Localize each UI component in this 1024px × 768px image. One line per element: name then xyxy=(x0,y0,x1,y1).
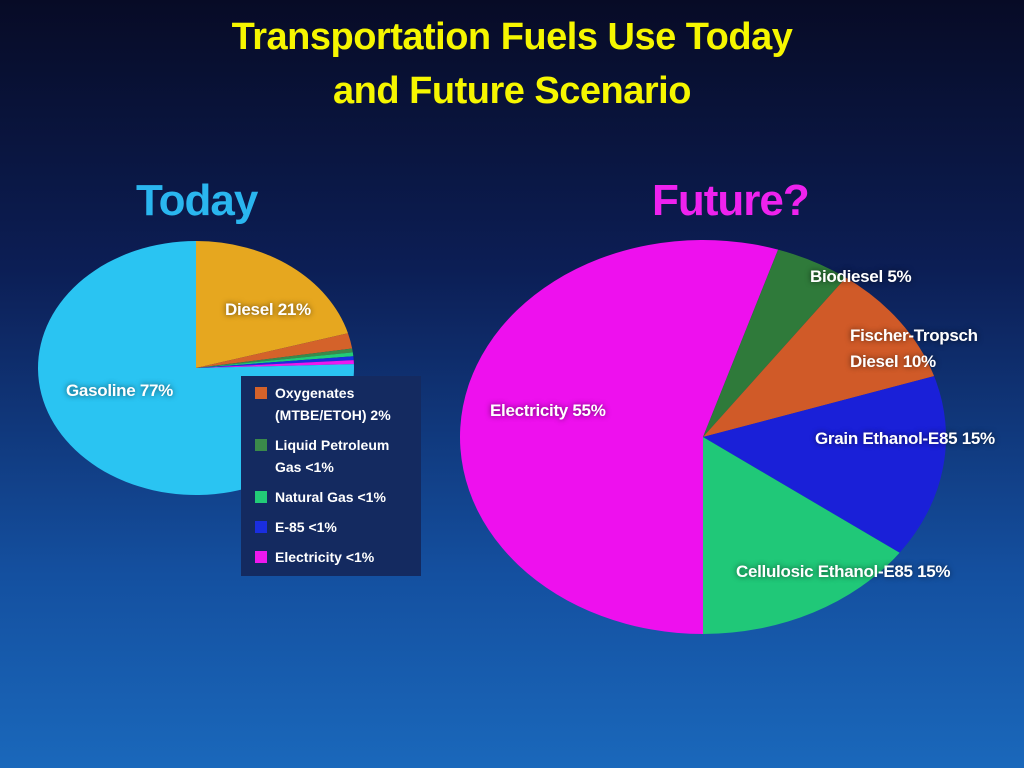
pie-slice xyxy=(196,360,354,368)
legend-swatch xyxy=(255,521,267,533)
legend-entry: E-85 <1% xyxy=(241,516,415,538)
pie-slice xyxy=(196,356,354,368)
legend-entry: Electricity <1% xyxy=(241,546,415,568)
pie-slice xyxy=(703,249,846,437)
slice-label: Biodiesel 5% xyxy=(810,264,990,290)
slice-category: Grain Ethanol-E85 xyxy=(815,429,958,448)
slice-value: 21% xyxy=(277,300,311,319)
pie-slice xyxy=(196,333,353,368)
slice-label: Electricity 55% xyxy=(490,398,690,424)
pie-slice xyxy=(196,352,354,368)
slice-category: Biodiesel xyxy=(810,267,883,286)
pie-slice xyxy=(460,240,779,634)
slice-label: Grain Ethanol-E85 15% xyxy=(815,426,1005,452)
chart-title: Today xyxy=(136,176,258,225)
slice-category: Fischer-Tropsch Diesel xyxy=(850,326,978,371)
legend-swatch xyxy=(255,491,267,503)
legend-value: <1% xyxy=(308,519,337,535)
legend-value: <1% xyxy=(345,549,375,565)
slice-value: 10% xyxy=(902,352,936,371)
slice-category: Diesel xyxy=(225,300,274,319)
legend-category: Liquid Petroleum Gas xyxy=(275,437,390,475)
slice-label: Gasoline 77% xyxy=(66,378,206,404)
legend-category: Natural Gas xyxy=(275,489,354,505)
slice-category: Electricity xyxy=(490,401,568,420)
slice-category: Gasoline xyxy=(66,381,136,400)
slice-value: 5% xyxy=(887,267,912,286)
legend-swatch xyxy=(255,439,267,451)
legend-swatch xyxy=(255,387,267,399)
pie-slice xyxy=(703,376,946,553)
slice-value: 77% xyxy=(139,381,173,400)
slice-value: 55% xyxy=(572,401,606,420)
slide-title: and Future Scenario xyxy=(333,70,691,112)
legend-category: Electricity xyxy=(275,549,342,565)
legend: Oxygenates (MTBE/ETOH) 2% Liquid Petroleu… xyxy=(241,376,421,576)
slide-title: Transportation Fuels Use Today xyxy=(231,16,793,58)
slice-value: 15% xyxy=(961,429,995,448)
legend-value: <1% xyxy=(305,459,334,475)
slice-label: Diesel 21% xyxy=(225,297,365,323)
slice-label: Cellulosic Ethanol-E85 15% xyxy=(736,559,976,585)
legend-swatch xyxy=(255,551,267,563)
pie-slice xyxy=(703,437,900,634)
slice-category: Cellulosic Ethanol-E85 xyxy=(736,562,913,581)
legend-entry: Oxygenates (MTBE/ETOH) 2% xyxy=(241,382,415,426)
legend-category: E-85 xyxy=(275,519,305,535)
legend-value: <1% xyxy=(357,489,386,505)
chart-title: Future? xyxy=(652,176,810,225)
legend-value: 2% xyxy=(370,407,391,423)
slice-value: 15% xyxy=(917,562,951,581)
pie-slice xyxy=(196,348,353,368)
legend-entry: Liquid Petroleum Gas <1% xyxy=(241,434,415,478)
pie-slice xyxy=(703,277,935,437)
legend-entry: Natural Gas <1% xyxy=(241,486,415,508)
slice-label: Fischer-Tropsch Diesel 10% xyxy=(850,323,1020,375)
legend-category: Oxygenates (MTBE/ETOH) xyxy=(275,385,367,423)
pie-slice xyxy=(196,241,348,368)
